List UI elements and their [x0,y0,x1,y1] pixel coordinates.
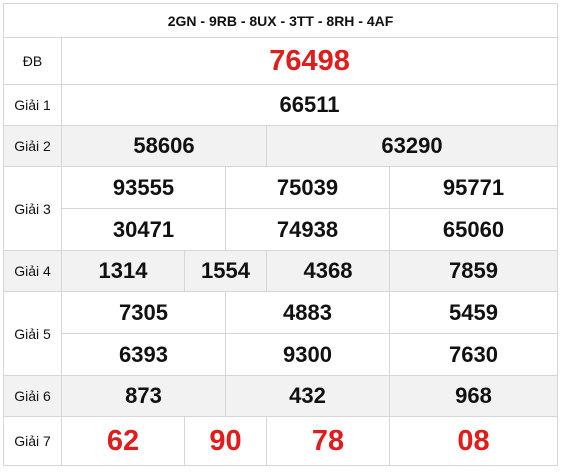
prize-number: 95771 [388,166,559,209]
prize-number: 968 [388,375,559,417]
prize-number: 90 [184,416,267,466]
prize-number: 66511 [60,84,559,126]
prize-number: 1554 [184,250,267,292]
prize-row-db: ĐB 76498 [3,37,559,85]
prize-number: 6393 [61,333,226,376]
prize-row-g1: Giải 1 66511 [3,84,559,126]
lottery-results-table: 2GN - 9RB - 8UX - 3TT - 8RH - 4AF ĐB 764… [2,3,559,466]
prize-number: 78 [266,416,390,466]
prize-row-g5: Giải 5 7305 4883 5459 [3,291,559,376]
prize-number: 7859 [388,250,559,292]
prize-row-g3-b: 30471 74938 65060 [4,208,559,251]
prize-row-g2: Giải 2 58606 63290 [3,125,559,167]
prize-label-g7: Giải 7 [3,416,62,466]
prize-label-g1: Giải 1 [3,84,62,126]
header-row: 2GN - 9RB - 8UX - 3TT - 8RH - 4AF [2,3,559,38]
prize-number: 65060 [388,208,559,251]
prize-label-db: ĐB [3,37,62,85]
prize-number: 873 [61,375,226,417]
prize-number: 5459 [388,291,559,334]
prize-row-g4: Giải 4 1314 1554 4368 7859 [3,250,559,292]
prize-row-g3: Giải 3 93555 75039 95771 [3,166,559,251]
province-codes: 2GN - 9RB - 8UX - 3TT - 8RH - 4AF [2,3,559,38]
prize-number: 1314 [61,250,185,292]
prize-number: 75039 [225,166,390,209]
prize-row-g5-b: 6393 9300 7630 [4,333,559,376]
prize-number: 9300 [225,333,390,376]
prize-number: 93555 [61,166,226,209]
prize-number: 74938 [225,208,390,251]
prize-number: 4883 [225,291,390,334]
prize-number: 63290 [265,125,559,167]
prize-label-g6: Giải 6 [3,375,62,417]
prize-label-g2: Giải 2 [3,125,62,167]
prize-row-g7: Giải 7 62 90 78 08 [3,416,559,466]
prize-number: 7630 [388,333,559,376]
prize-number: 7305 [61,291,226,334]
prize-number: 30471 [61,208,226,251]
prize-row-g6: Giải 6 873 432 968 [3,375,559,417]
prize-number: 58606 [61,125,267,167]
prize-label-g5: Giải 5 [3,291,62,376]
prize-number: 62 [61,416,185,466]
prize-number: 4368 [266,250,390,292]
prize-label-g3: Giải 3 [3,166,62,251]
prize-label-g4: Giải 4 [3,250,62,292]
prize-number: 432 [225,375,390,417]
prize-number: 08 [388,416,559,466]
special-prize-number: 76498 [60,37,559,85]
